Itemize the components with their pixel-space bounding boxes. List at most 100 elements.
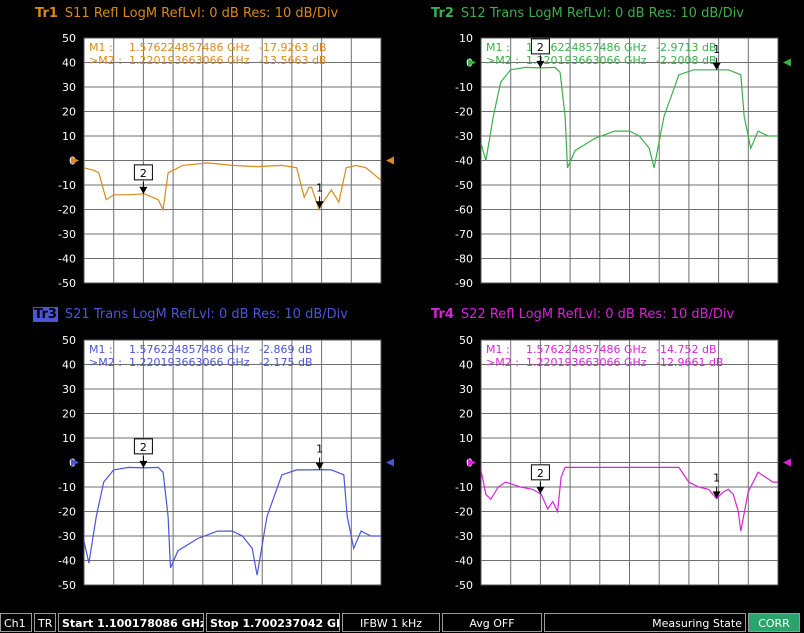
marker-box	[133, 438, 153, 455]
y-tick-label: 10	[459, 432, 473, 445]
trace-id: Tr2	[431, 6, 454, 21]
y-tick-label: 10	[62, 130, 76, 143]
marker-number: 1	[713, 471, 720, 484]
y-tick-label: -10	[58, 481, 76, 494]
marker-number: 2	[140, 441, 147, 454]
reference-right-icon	[783, 458, 791, 467]
marker-readout-freq: 1.576224857486 GHz	[129, 41, 250, 54]
trace-label: S22 Refl LogM RefLvl: 0 dB Res: 10 dB/Di…	[460, 307, 735, 322]
y-tick-label: -10	[455, 81, 473, 94]
marker-position-icon	[536, 587, 545, 594]
y-tick-label: 40	[62, 57, 76, 70]
averaging-setting[interactable]: Avg OFF	[442, 613, 542, 632]
marker-arrow-icon	[712, 491, 721, 499]
marker-arrow-icon	[536, 486, 545, 494]
y-tick-label: -90	[455, 277, 473, 290]
marker-readout-label: >M2 :	[486, 356, 519, 369]
trace-label: S21 Trans LogM RefLvl: 0 dB Res: 10 dB/D…	[64, 307, 348, 322]
trace-title-tr3[interactable]: Tr3 S21 Trans LogM RefLvl: 0 dB Res: 10 d…	[33, 307, 348, 322]
y-tick-label: 50	[62, 32, 76, 45]
marker-number: 2	[537, 467, 544, 480]
y-tick-label: -80	[455, 253, 473, 266]
marker-arrow-icon	[139, 460, 148, 468]
marker-readout-freq: 1.220193663066 GHz	[526, 356, 647, 369]
marker-position-icon	[315, 587, 324, 594]
marker-readout-label: >M2 :	[89, 356, 122, 369]
marker-readout-value: -2.9713 dB	[656, 41, 716, 54]
y-tick-label: -20	[58, 506, 76, 519]
y-tick-label: 20	[62, 408, 76, 421]
marker-box	[530, 38, 550, 55]
start-frequency[interactable]: Start 1.100178086 GHz	[58, 613, 204, 632]
trace-id: Tr4	[431, 307, 454, 322]
y-tick-label: 30	[62, 81, 76, 94]
marker-number: 2	[140, 167, 147, 180]
reference-left-icon	[71, 156, 79, 165]
marker-arrow-icon	[536, 60, 545, 68]
trigger-indicator[interactable]: TR	[34, 613, 56, 632]
y-tick-label: -40	[455, 155, 473, 168]
marker-readout-freq: 1.220193663066 GHz	[129, 356, 250, 369]
y-tick-label: -10	[58, 179, 76, 192]
ifbw-setting[interactable]: IFBW 1 kHz	[342, 613, 440, 632]
trace-label: S12 Trans LogM RefLvl: 0 dB Res: 10 dB/D…	[460, 6, 744, 21]
trace-id: Tr1	[35, 6, 58, 21]
marker-readout-label: M1 :	[89, 41, 113, 54]
y-tick-label: -50	[455, 579, 473, 592]
trace-label: S11 Refl LogM RefLvl: 0 dB Res: 10 dB/Di…	[64, 6, 339, 21]
marker-position-icon	[536, 285, 545, 292]
marker-readout-value: -2.2008 dB	[656, 54, 716, 67]
marker-readout-value: -14.752 dB	[656, 343, 716, 356]
y-tick-label: -40	[58, 555, 76, 568]
y-tick-label: -30	[58, 530, 76, 543]
y-tick-label: -40	[58, 253, 76, 266]
y-tick-label: -20	[455, 506, 473, 519]
trace-line	[480, 466, 778, 532]
y-tick-label: 40	[62, 359, 76, 372]
trace-title-tr1[interactable]: Tr1 S11 Refl LogM RefLvl: 0 dB Res: 10 dB…	[35, 6, 338, 21]
y-tick-label: 40	[459, 359, 473, 372]
marker-position-icon	[139, 285, 148, 292]
stop-frequency[interactable]: Stop 1.700237042 GHz	[206, 613, 340, 632]
y-tick-label: 10	[459, 32, 473, 45]
measuring-state: Measuring State	[544, 613, 746, 632]
reference-right-icon	[783, 58, 791, 67]
marker-readout-freq: 1.576224857486 GHz	[129, 343, 250, 356]
marker-readout-freq: 1.576224857486 GHz	[526, 41, 647, 54]
marker-readout-label: >M2 :	[486, 54, 519, 67]
marker-readout-label: M1 :	[486, 41, 510, 54]
y-tick-label: -30	[455, 130, 473, 143]
correction-badge[interactable]: CORR	[748, 613, 800, 632]
trace-line	[480, 66, 778, 169]
y-tick-label: -50	[58, 277, 76, 290]
reference-right-icon	[386, 156, 394, 165]
y-tick-label: -10	[455, 481, 473, 494]
trace-title-tr4[interactable]: Tr4 S22 Refl LogM RefLvl: 0 dB Res: 10 dB…	[431, 307, 734, 322]
channel-indicator[interactable]: Ch1	[0, 613, 32, 632]
trace-id: Tr3	[33, 307, 58, 322]
y-tick-label: -70	[455, 228, 473, 241]
y-tick-label: 20	[62, 106, 76, 119]
marker-position-icon	[712, 587, 721, 594]
y-tick-label: -20	[455, 106, 473, 119]
marker-arrow-icon	[139, 186, 148, 194]
marker-readout-freq: 1.220193663066 GHz	[129, 54, 250, 67]
trace-title-tr2[interactable]: Tr2 S12 Trans LogM RefLvl: 0 dB Res: 10 d…	[431, 6, 744, 21]
y-tick-label: -60	[455, 204, 473, 217]
marker-readout-value: -17.9263 dB	[259, 41, 326, 54]
y-tick-label: 10	[62, 432, 76, 445]
reference-left-icon	[468, 58, 476, 67]
marker-readout-label: M1 :	[89, 343, 113, 356]
y-tick-label: 50	[62, 334, 76, 347]
marker-readout-value: -12.9661 dB	[656, 356, 723, 369]
status-bar: Ch1 TR Start 1.100178086 GHz Stop 1.7002…	[0, 612, 804, 633]
y-tick-label: -40	[455, 555, 473, 568]
y-tick-label: -30	[455, 530, 473, 543]
marker-arrow-icon	[315, 201, 324, 209]
marker-readout-value: -2.869 dB	[259, 343, 313, 356]
